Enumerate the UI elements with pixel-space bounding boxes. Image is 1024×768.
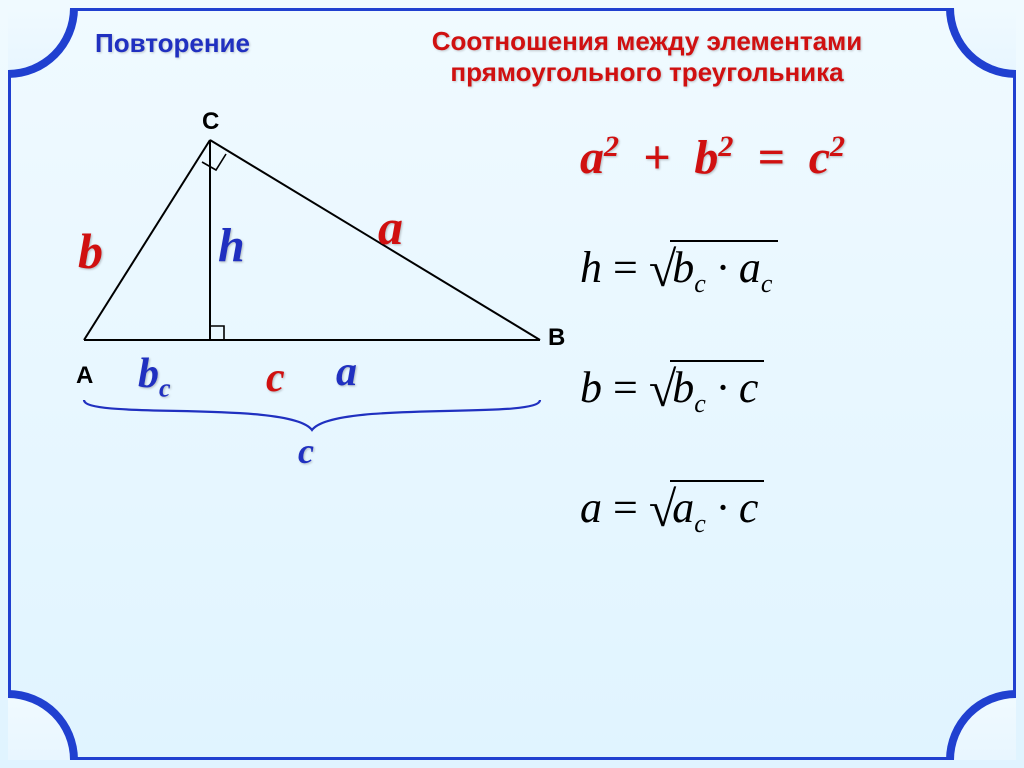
- vertex-label-A: A: [76, 362, 93, 390]
- bc-sub: c: [159, 373, 171, 402]
- pyth-b: b: [694, 131, 718, 184]
- slide-title: Соотношения между элементами прямоугольн…: [330, 26, 964, 88]
- eq2-r1sub: c: [694, 389, 706, 418]
- formula-h: h = √ bc · ac: [580, 240, 974, 300]
- formula-a: a = √ ac · c: [580, 480, 974, 540]
- frame-corner: [946, 690, 1016, 760]
- side-a: a: [378, 198, 403, 256]
- eq1-r1sub: c: [694, 269, 706, 298]
- title-line-1: Соотношения между элементами: [432, 26, 863, 56]
- eq1-r2sub: c: [761, 269, 773, 298]
- eq2-r2: c: [739, 363, 759, 412]
- triangle-svg: [40, 100, 580, 480]
- hypotenuse-c: c: [298, 430, 314, 472]
- segment-a-label: a: [336, 348, 357, 396]
- eq3-r1sub: c: [694, 509, 706, 538]
- pyth-c: c: [809, 131, 830, 184]
- eq1-r2: a: [739, 243, 761, 292]
- side-b: b: [78, 222, 103, 280]
- eq2-lhs: b: [580, 363, 602, 412]
- bc-base: b: [138, 351, 159, 397]
- segment-c-mid: c: [266, 354, 285, 402]
- pyth-a: a: [580, 131, 604, 184]
- eq3-r1: a: [672, 483, 694, 532]
- vertex-label-C: C: [202, 108, 219, 136]
- eq3-r2: c: [739, 483, 759, 532]
- eq2-r1: b: [672, 363, 694, 412]
- slide-section-label: Повторение: [95, 28, 250, 59]
- eq1-r1: b: [672, 243, 694, 292]
- frame-corner: [8, 690, 78, 760]
- altitude-h: h: [218, 218, 245, 273]
- formulas-panel: a2 + b2 = c2 h = √ bc · ac b = √ bc · c …: [580, 130, 974, 600]
- eq1-lhs: h: [580, 243, 602, 292]
- formula-b: b = √ bc · c: [580, 360, 974, 420]
- vertex-label-B: B: [548, 324, 565, 352]
- frame-corner: [8, 8, 78, 78]
- triangle-diagram: A C B b a h bc c a c: [40, 100, 580, 460]
- segment-bc: bc: [138, 350, 171, 403]
- title-line-2: прямоугольного треугольника: [450, 57, 843, 87]
- eq3-lhs: a: [580, 483, 602, 532]
- pythagoras-formula: a2 + b2 = c2: [580, 130, 974, 185]
